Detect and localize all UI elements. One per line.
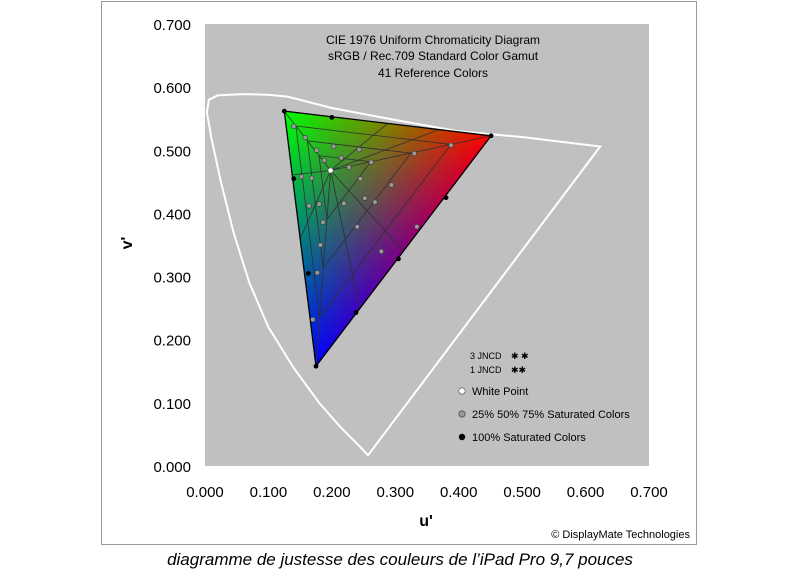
partial-saturation-point [357, 176, 364, 182]
jncd-1-marker: ✱✱ [511, 365, 526, 375]
spectral-locus [205, 93, 603, 457]
plot-area [205, 24, 649, 466]
partial-saturation-point [356, 147, 362, 153]
saturation-triangle [318, 155, 372, 221]
legend-partial-saturated: 25% 50% 75% Saturated Colors [472, 409, 630, 421]
saturation-triangle [306, 140, 412, 270]
y-tick-label: 0.300 [153, 270, 191, 287]
chart-frame [101, 1, 697, 545]
full-saturation-point [488, 133, 494, 139]
jncd-1-label: 1 JNCD [470, 365, 502, 375]
x-tick-label: 0.600 [567, 484, 605, 501]
full-saturation-point [313, 363, 319, 369]
white-point-marker [327, 167, 334, 174]
full-saturation-point [396, 256, 401, 262]
full-saturation-point [305, 271, 311, 276]
y-tick-label: 0.600 [153, 80, 191, 97]
y-tick-label: 0.100 [153, 396, 191, 413]
jncd-3-marker: ✱ ✱ [511, 351, 529, 361]
partial-saturation-point [317, 242, 324, 248]
y-tick-label: 0.500 [153, 143, 191, 160]
jncd-3-label: 3 JNCD [470, 351, 502, 361]
x-axis-label: u' [419, 513, 433, 530]
full-saturation-point [353, 310, 359, 315]
x-tick-label: 0.400 [440, 484, 478, 501]
partial-saturation-point [372, 199, 378, 205]
x-axis-tick-labels: 0.000 0.100 0.200 0.300 0.400 0.500 0.600 0.700 [186, 484, 668, 501]
chart-title: CIE 1976 Uniform Chromaticity Diagram sR… [326, 33, 540, 80]
partial-saturation-point [411, 150, 417, 157]
partial-saturation-point [298, 174, 305, 180]
legend: White Point 25% 50% 75% Saturated Colors… [458, 386, 630, 444]
x-tick-label: 0.100 [250, 484, 288, 501]
y-tick-label: 0.700 [153, 17, 191, 34]
title-line-3: 41 Reference Colors [378, 66, 488, 80]
partial-saturation-point [306, 203, 312, 209]
saturated-100-points [281, 108, 494, 369]
partial-saturation-point [414, 224, 420, 230]
credit-text: © DisplayMate Technologies [551, 529, 690, 541]
gamut-grid-lines [283, 110, 492, 367]
y-tick-label: 0.200 [153, 333, 191, 350]
y-axis-tick-labels: 0.000 0.100 0.200 0.300 0.400 0.500 0.600 0.700 [153, 17, 191, 476]
y-tick-label: 0.400 [153, 206, 191, 223]
x-tick-label: 0.300 [377, 484, 415, 501]
partial-saturation-point [368, 159, 374, 165]
full-saturation-point [443, 195, 449, 201]
x-tick-label: 0.000 [186, 484, 224, 501]
x-tick-label: 0.200 [313, 484, 351, 501]
partial-saturation-point [291, 123, 297, 129]
jncd-scale: 3 JNCD 1 JNCD ✱ ✱ ✱✱ [470, 351, 529, 375]
title-line-2: sRGB / Rec.709 Standard Color Gamut [328, 49, 539, 63]
legend-full-saturated-swatch [458, 433, 466, 441]
saturated-25-50-75-points [291, 123, 454, 323]
figure-caption: diagramme de justesse des couleurs de l’… [167, 550, 633, 569]
partial-saturation-point [378, 248, 384, 254]
legend-white-point: White Point [472, 386, 528, 398]
full-saturation-point [329, 115, 335, 120]
partial-saturation-point [331, 143, 337, 150]
y-axis-label: v' [119, 237, 136, 250]
partial-saturation-point [320, 219, 326, 225]
partial-saturation-point [302, 135, 308, 141]
partial-saturation-point [314, 147, 320, 153]
saturation-triangle [295, 125, 452, 319]
partial-saturation-point [321, 157, 327, 163]
partial-saturation-point [316, 201, 322, 207]
partial-saturation-point [346, 164, 352, 170]
partial-saturation-point [310, 316, 316, 323]
legend-partial-saturated-swatch [458, 410, 466, 418]
partial-saturation-point [388, 182, 395, 188]
partial-saturation-point [341, 200, 347, 206]
chromaticity-chart: CIE 1976 Uniform Chromaticity Diagram sR… [119, 17, 690, 541]
partial-saturation-point [308, 175, 315, 181]
x-tick-label: 0.500 [503, 484, 541, 501]
partial-saturation-point [362, 195, 368, 201]
legend-white-point-swatch [458, 387, 466, 395]
full-saturation-point [291, 176, 297, 182]
y-tick-label: 0.000 [153, 459, 191, 476]
partial-saturation-point [314, 270, 320, 276]
x-tick-label: 0.700 [630, 484, 668, 501]
full-saturation-point [281, 108, 287, 114]
partial-saturation-point [338, 155, 344, 161]
gamut-triangle [283, 110, 493, 368]
legend-full-saturated: 100% Saturated Colors [472, 432, 586, 444]
title-line-1: CIE 1976 Uniform Chromaticity Diagram [326, 33, 540, 47]
partial-saturation-point [354, 224, 360, 230]
partial-saturation-point [448, 142, 454, 148]
